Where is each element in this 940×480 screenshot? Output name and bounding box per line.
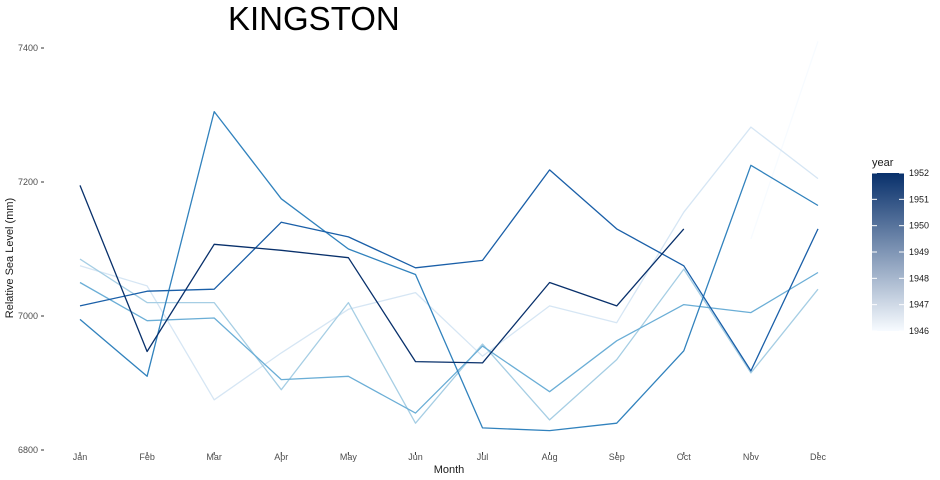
x-tick-label: Oct (677, 452, 692, 462)
chart-title: KINGSTON (228, 0, 400, 37)
y-axis-title: Relative Sea Level (mm) (4, 198, 16, 318)
series-line-1948 (79, 258, 819, 424)
x-tick-label: Aug (542, 452, 558, 462)
legend-tick-label: 1948 (909, 273, 929, 283)
legend-tick-label: 1952 (909, 168, 929, 178)
x-tick-label: Feb (139, 452, 155, 462)
legend-tick-label: 1950 (909, 221, 929, 231)
legend-tick-label: 1949 (909, 247, 929, 257)
x-tick-label: Sep (609, 452, 625, 462)
y-tick-label: 6800 (18, 445, 38, 455)
y-axis: 6800 7000 7200 7400 (18, 43, 44, 455)
x-tick-label: May (340, 452, 358, 462)
x-axis: Jan Feb Mar Apr May Jun Jul Aug Sep Oct Nov Dec (73, 452, 827, 462)
y-tick-label: 7000 (18, 311, 38, 321)
series-line-1949 (79, 271, 819, 414)
x-tick-label: Jul (477, 452, 489, 462)
series-line-1947 (79, 126, 819, 401)
x-tick-label: Jan (73, 452, 88, 462)
x-tick-label: Nov (743, 452, 760, 462)
color-legend: year 1946 1947 1948 1949 1950 1951 1952 (872, 157, 929, 336)
x-tick-label: Mar (206, 452, 222, 462)
legend-colorbar (872, 173, 904, 331)
series-lines (79, 41, 819, 432)
legend-tick-label: 1951 (909, 194, 929, 204)
x-tick-label: Jun (408, 452, 423, 462)
series-line-1951 (79, 169, 819, 372)
x-tick-label: Dec (810, 452, 827, 462)
legend-title: year (872, 157, 894, 169)
legend-tick-label: 1946 (909, 326, 929, 336)
y-tick-label: 7200 (18, 177, 38, 187)
series-line-1952 (79, 185, 685, 364)
x-tick-label: Apr (274, 452, 288, 462)
y-tick-label: 7400 (18, 43, 38, 53)
series-line-1950 (79, 110, 819, 432)
legend-tick-label: 1947 (909, 300, 929, 310)
series-line-1946 (750, 41, 819, 240)
x-axis-title: Month (434, 464, 465, 476)
legend-ticks: 1946 1947 1948 1949 1950 1951 1952 (872, 168, 929, 336)
